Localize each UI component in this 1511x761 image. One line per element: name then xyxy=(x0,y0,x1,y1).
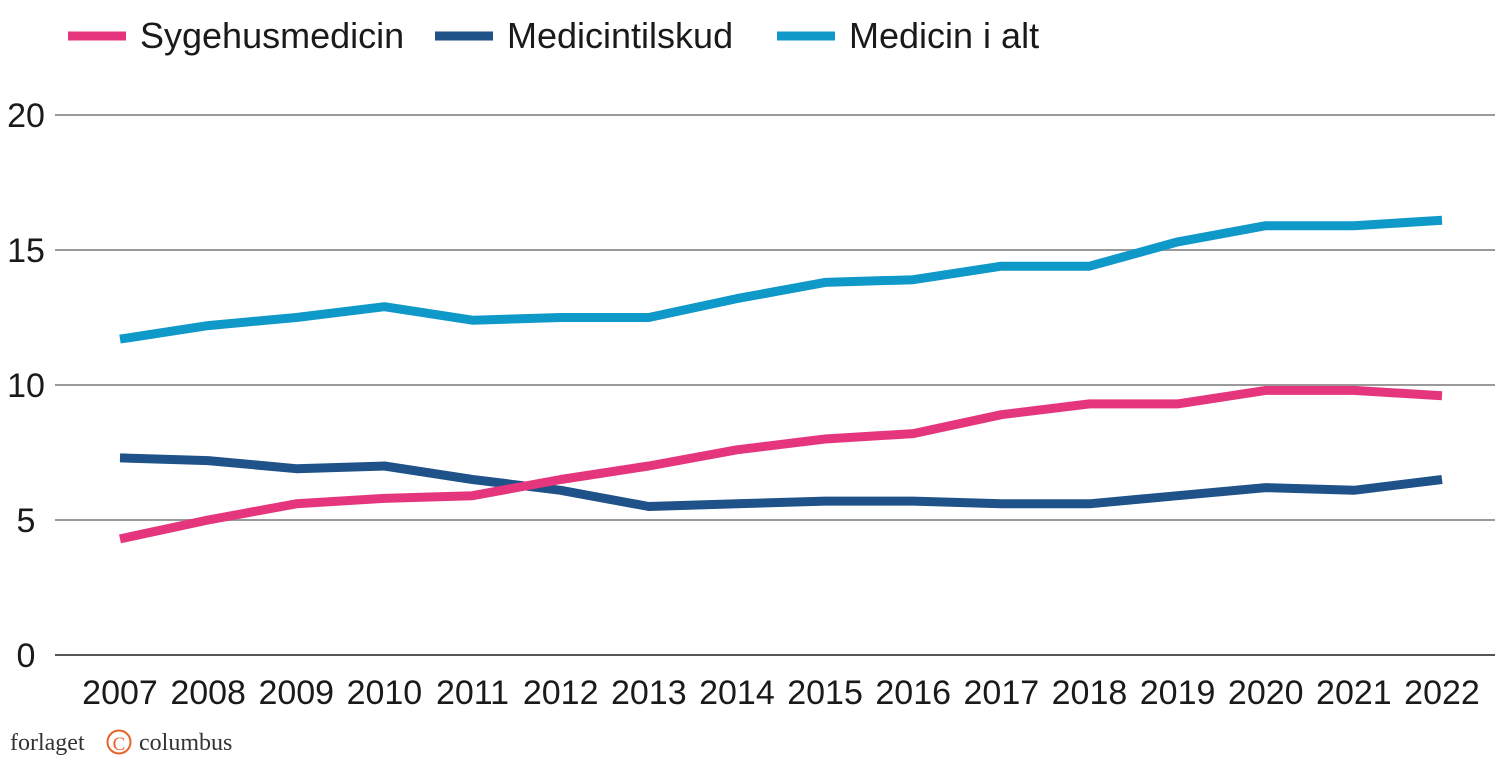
x-tick-label: 2014 xyxy=(699,674,775,712)
y-tick-label: 20 xyxy=(7,97,45,135)
x-tick-label: 2012 xyxy=(523,674,599,712)
legend-label-medicintilskud: Medicintilskud xyxy=(507,15,733,56)
x-tick-label: 2010 xyxy=(347,674,423,712)
x-tick-label: 2009 xyxy=(258,674,334,712)
x-tick-label: 2019 xyxy=(1140,674,1216,712)
series-line-sygehusmedicin xyxy=(119,385,1443,544)
publisher-logo: forlaget C columbus xyxy=(10,729,232,756)
series-lines xyxy=(119,215,1443,544)
x-tick-label: 2007 xyxy=(82,674,158,712)
x-tick-label: 2013 xyxy=(611,674,687,712)
series-line-medicintilskud xyxy=(119,453,1443,511)
y-tick-label: 10 xyxy=(7,367,45,405)
x-tick-label: 2008 xyxy=(170,674,246,712)
x-tick-label: 2018 xyxy=(1052,674,1128,712)
legend: Sygehusmedicin Medicintilskud Medicin i al… xyxy=(68,15,1039,56)
y-tick-label: 5 xyxy=(17,502,36,540)
brand-right-text: columbus xyxy=(139,730,232,756)
series-line-medicin-i-alt xyxy=(119,215,1443,344)
x-tick-label: 2016 xyxy=(875,674,951,712)
x-tick-label: 2011 xyxy=(436,674,509,712)
copyright-circle-icon xyxy=(106,729,132,755)
brand-mark-text: C xyxy=(113,734,126,755)
legend-label-sygehusmedicin: Sygehusmedicin xyxy=(140,15,404,56)
x-tick-label: 2022 xyxy=(1404,674,1480,712)
y-tick-label: 15 xyxy=(7,232,45,270)
legend-label-medicin-i-alt: Medicin i alt xyxy=(849,15,1039,56)
y-axis-ticks: 0 5 10 15 20 xyxy=(7,97,45,675)
x-tick-label: 2021 xyxy=(1316,674,1392,712)
brand-left-text: forlaget xyxy=(10,730,85,756)
x-tick-label: 2020 xyxy=(1228,674,1304,712)
x-axis-ticks: 2007 2008 2009 2010 2011 2012 2013 2014 2015 2016… xyxy=(82,674,1480,712)
y-tick-label: 0 xyxy=(17,637,36,675)
x-tick-label: 2017 xyxy=(964,674,1040,712)
x-tick-label: 2015 xyxy=(787,674,863,712)
gridlines xyxy=(55,114,1495,656)
